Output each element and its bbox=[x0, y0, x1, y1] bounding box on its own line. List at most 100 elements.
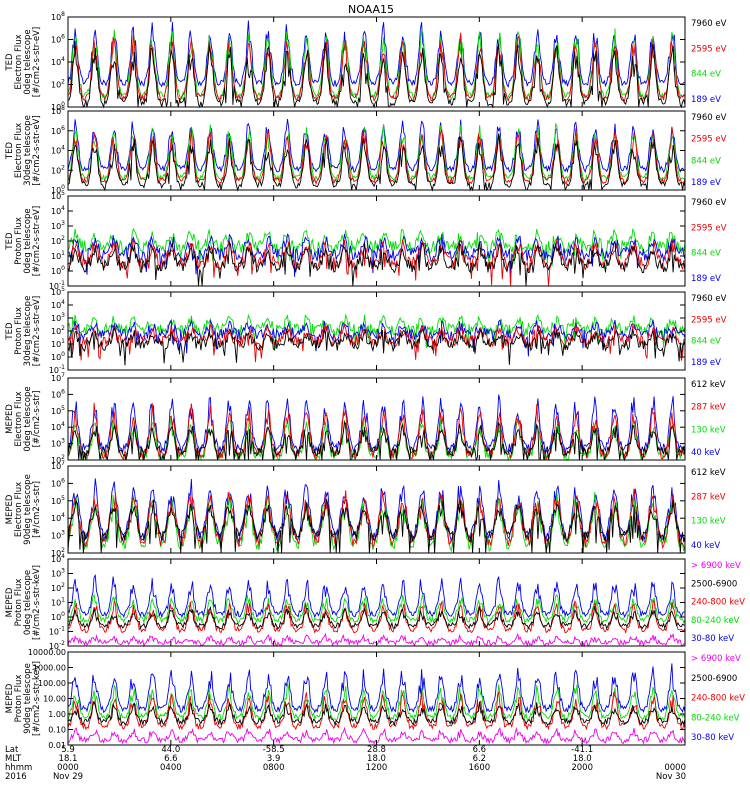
y-axis-label: MEPED bbox=[5, 683, 15, 713]
y-tick-label: 1000.00 bbox=[33, 664, 66, 673]
y-tick-label: 100 bbox=[51, 101, 65, 112]
time-axis-value: 0000 bbox=[664, 763, 686, 773]
series-trace-red bbox=[67, 689, 686, 731]
legend-entry: > 6900 keV bbox=[691, 561, 741, 571]
legend-entry: 189 eV bbox=[691, 358, 721, 368]
y-tick-label: 107 bbox=[51, 460, 65, 471]
y-axis-label: [#/cm2-s-str-eV] bbox=[32, 27, 42, 97]
time-axis-value: 18.1 bbox=[59, 754, 78, 764]
y-axis-label: 0deg telescope bbox=[23, 29, 33, 94]
series-trace-blue bbox=[67, 663, 686, 714]
series-trace-black bbox=[67, 700, 686, 727]
y-tick-label: 104 bbox=[51, 512, 65, 523]
y-tick-label: 10-1 bbox=[49, 626, 65, 637]
legend-entry: 40 keV bbox=[691, 448, 720, 458]
y-axis-label: [#/cm2-s-str-eV] bbox=[32, 115, 42, 185]
legend-entry: 287 keV bbox=[691, 403, 726, 413]
series-trace-blue bbox=[67, 573, 685, 619]
time-axis-value: 18.0 bbox=[573, 754, 592, 764]
legend-entry: 2595 eV bbox=[691, 44, 727, 54]
y-axis-label: 90deg telescope bbox=[23, 474, 33, 545]
legend-entry: 612 keV bbox=[691, 468, 726, 478]
series-trace-blue bbox=[67, 20, 686, 88]
y-axis-label: [#/cm2-s-str-eV] bbox=[32, 206, 42, 276]
y-axis-label: MEPED bbox=[5, 587, 15, 617]
time-axis-value: -58.5 bbox=[263, 745, 285, 755]
panel-5: 102 103 104 105 106 107 MEPED Electron Flux 0deg… bbox=[5, 372, 726, 465]
y-axis-label: MEPED bbox=[5, 404, 15, 434]
y-tick-label: 103 bbox=[51, 438, 65, 449]
y-axis-label: MEPED bbox=[5, 494, 15, 524]
y-axis-label: TED bbox=[5, 141, 15, 160]
panel-1: 100 102 104 106 108 TED Electron Flux 0deg tele… bbox=[5, 11, 727, 112]
series-trace-red bbox=[67, 600, 686, 635]
time-axis-value: Nov 30 bbox=[656, 772, 686, 782]
series-trace-green bbox=[67, 593, 686, 625]
y-tick-label: 104 bbox=[51, 299, 65, 310]
y-axis-label: [#/cm2-s-str-keV] bbox=[32, 661, 42, 736]
legend-entry: 2595 eV bbox=[691, 223, 727, 233]
y-tick-label: 104 bbox=[51, 421, 65, 432]
time-axis-row-label: MLT bbox=[5, 754, 22, 764]
legend-entry: > 6900 keV bbox=[691, 654, 741, 664]
time-axis-value: 6.6 bbox=[164, 754, 178, 764]
series-trace-green bbox=[67, 227, 686, 270]
time-axis-value: 28.8 bbox=[367, 745, 386, 755]
panel-8: 0.01 0.10 1.00 10.00 100.00 1000.00 10000.00 ME… bbox=[5, 648, 745, 750]
legend-entry: 189 eV bbox=[691, 95, 721, 105]
legend-entry: 80-240 keV bbox=[691, 616, 740, 626]
y-tick-label: 102 bbox=[51, 454, 65, 465]
legend-entry: 7960 eV bbox=[691, 294, 727, 304]
y-tick-label: 0.01 bbox=[48, 741, 66, 750]
y-axis-label: Proton Flux bbox=[14, 579, 24, 627]
y-axis-label: 0deg telescope bbox=[23, 570, 33, 635]
series-trace-black bbox=[67, 133, 686, 192]
y-tick-label: 100.00 bbox=[38, 679, 66, 688]
legend-entry: 844 eV bbox=[691, 70, 721, 80]
legend-entry: 2595 eV bbox=[691, 315, 727, 325]
y-axis-label: TED bbox=[5, 322, 15, 341]
time-axis-value: 44.0 bbox=[161, 745, 180, 755]
legend-entry: 2500-6900 bbox=[691, 579, 737, 589]
y-tick-label: 100 bbox=[51, 611, 65, 622]
legend-entry: 2595 eV bbox=[691, 135, 727, 145]
time-axis-value: 0800 bbox=[263, 763, 285, 773]
legend-entry: 240-800 keV bbox=[691, 598, 745, 608]
series-trace-black bbox=[67, 605, 686, 631]
y-tick-label: 106 bbox=[51, 388, 65, 399]
series-trace-blue bbox=[67, 118, 686, 174]
series-trace-green bbox=[67, 492, 686, 553]
y-tick-label: 105 bbox=[51, 405, 65, 416]
y-tick-label: 102 bbox=[51, 164, 65, 175]
series-trace-black bbox=[67, 327, 686, 366]
y-tick-label: 100 bbox=[51, 184, 65, 195]
time-axis-value: 5.9 bbox=[61, 745, 75, 755]
y-axis-label: 30deg telescope bbox=[23, 296, 33, 367]
y-tick-label: 105 bbox=[51, 286, 65, 297]
y-axis-label: TED bbox=[5, 53, 15, 72]
time-axis-value: 3.9 bbox=[267, 754, 281, 764]
y-tick-label: 104 bbox=[51, 56, 65, 67]
series-trace-blue bbox=[67, 318, 686, 357]
y-axis-label: [#/cm2-s-str] bbox=[32, 481, 42, 538]
y-tick-label: 103 bbox=[51, 220, 65, 231]
legend-entry: 844 eV bbox=[691, 156, 721, 166]
series-trace-green bbox=[67, 682, 686, 722]
legend-entry: 612 keV bbox=[691, 380, 726, 390]
y-axis-label: 30deg telescope bbox=[23, 115, 33, 186]
series-trace-blue bbox=[67, 233, 686, 277]
y-tick-label: 1.00 bbox=[48, 710, 66, 719]
y-tick-label: 108 bbox=[51, 11, 65, 22]
y-axis-label: Proton Flux bbox=[14, 307, 24, 355]
y-tick-label: 0.10 bbox=[48, 726, 66, 735]
series-trace-blue bbox=[67, 478, 686, 543]
y-tick-label: 102 bbox=[51, 582, 65, 593]
y-tick-label: 101 bbox=[51, 597, 65, 608]
series-trace-black bbox=[67, 40, 686, 109]
time-axis-value: -41.1 bbox=[571, 745, 593, 755]
y-tick-label: 10.00 bbox=[43, 695, 66, 704]
series-trace-black bbox=[67, 421, 686, 462]
y-axis-label: [#/cm2-s-str] bbox=[32, 391, 42, 448]
y-tick-label: 10000.00 bbox=[28, 648, 66, 657]
time-axis-value: 0000 bbox=[57, 763, 79, 773]
